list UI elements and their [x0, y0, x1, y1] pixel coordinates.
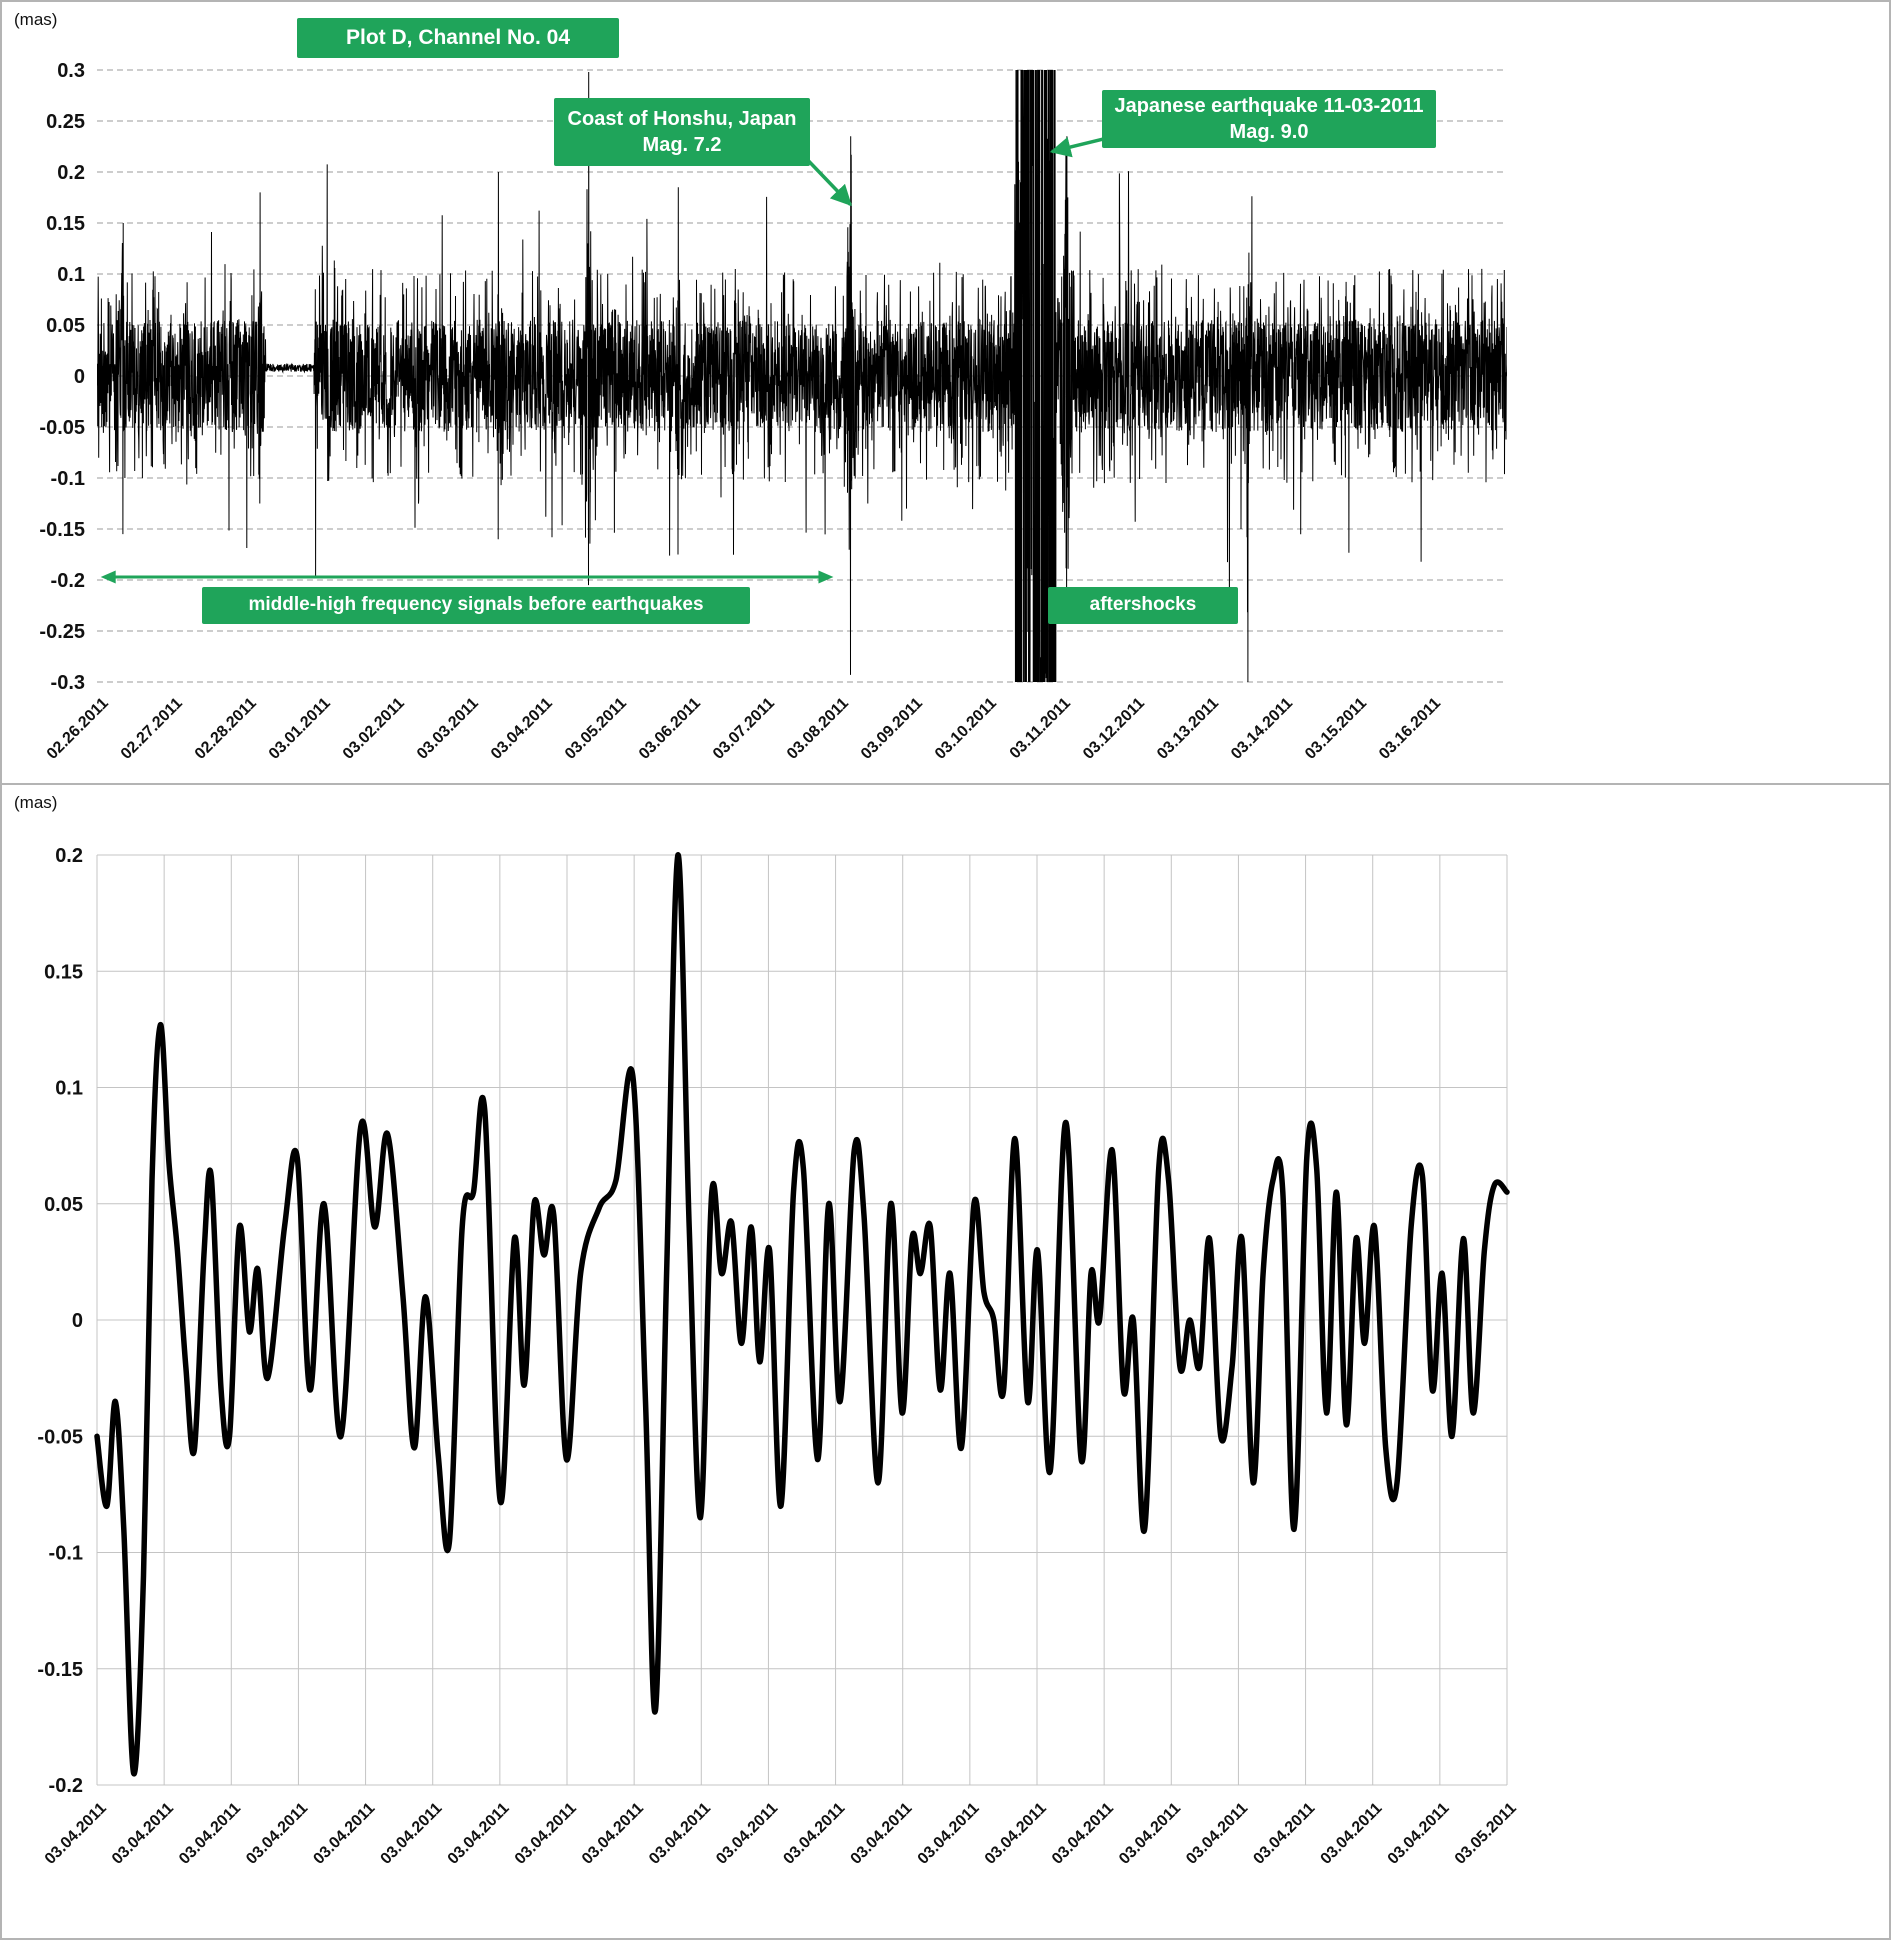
x-tick-label: 03.04.2011 — [579, 1800, 647, 1868]
japan-annotation-line1: Japanese earthquake 11-03-2011 — [1114, 95, 1424, 117]
y-tick-label: 0.2 — [55, 845, 83, 867]
x-tick-label: 03.03.2011 — [414, 695, 482, 763]
low-frequency-chart: 0.2 0.15 0.1 0.05 0 -0.05 -0.1 -0.15 -0.2 03.04.2… — [37, 845, 1520, 1868]
span-arrowhead-left — [100, 570, 116, 584]
y-tick-label: -0.2 — [49, 1775, 83, 1797]
high-frequency-chart: 0.3 0.25 0.2 0.15 0.1 0.05 0 -0.05 -0.1 -0.15 -0.2… — [39, 60, 1507, 763]
span-arrowhead-right — [818, 570, 834, 584]
y-tick-label: 0.2 — [57, 162, 85, 184]
y-tick-label: -0.3 — [51, 672, 85, 694]
bottom-gridlines — [96, 854, 1508, 1786]
top-x-tick-labels: 02.26.2011 02.27.2011 02.28.2011 03.01.2011… — [44, 695, 1444, 763]
x-tick-label: 03.04.2011 — [109, 1800, 177, 1868]
high-frequency-chart-panel: (mas) 0.3 0.25 0.2 0.15 0.1 0.05 0 -0.05 -0.1 -0.… — [2, 2, 1889, 785]
aftershocks-label: aftershocks — [1048, 587, 1238, 624]
x-tick-label: 03.07.2011 — [710, 695, 778, 763]
x-tick-label: 03.04.2011 — [488, 695, 556, 763]
y-tick-label: 0 — [74, 366, 85, 388]
low-frequency-waveform — [94, 852, 1510, 1777]
x-tick-label: 03.04.2011 — [848, 1800, 916, 1868]
top-axis-unit-label: (mas) — [14, 10, 58, 29]
y-tick-label: -0.2 — [51, 570, 85, 592]
x-tick-label: 03.04.2011 — [378, 1800, 446, 1868]
x-tick-label: 03.08.2011 — [784, 695, 852, 763]
aftershocks-text: aftershocks — [1089, 594, 1197, 616]
japan-earthquake-annotation: Japanese earthquake 11-03-2011 Mag. 9.0 — [1102, 90, 1436, 148]
y-tick-label: 0.15 — [46, 213, 85, 235]
y-tick-label: 0.05 — [46, 315, 85, 337]
x-tick-label: 03.04.2011 — [1250, 1800, 1318, 1868]
x-tick-label: 03.14.2011 — [1228, 695, 1296, 763]
x-tick-label: 03.04.2011 — [915, 1800, 983, 1868]
x-tick-label: 03.04.2011 — [42, 1800, 110, 1868]
x-tick-label: 03.04.2011 — [1385, 1800, 1453, 1868]
x-tick-label: 03.04.2011 — [243, 1800, 311, 1868]
x-tick-label: 03.04.2011 — [982, 1800, 1050, 1868]
y-tick-label: 0 — [72, 1310, 83, 1332]
x-tick-label: 03.04.2011 — [1183, 1800, 1251, 1868]
x-tick-label: 03.04.2011 — [1116, 1800, 1184, 1868]
x-tick-label: 03.04.2011 — [1049, 1800, 1117, 1868]
pre-earthquake-signals-label: middle-high frequency signals before ear… — [202, 587, 750, 624]
x-tick-label: 02.27.2011 — [118, 695, 186, 763]
y-tick-label: 0.1 — [55, 1078, 83, 1100]
x-tick-label: 03.05.2011 — [1452, 1800, 1520, 1868]
x-tick-label: 03.04.2011 — [512, 1800, 580, 1868]
x-tick-label: 03.02.2011 — [340, 695, 408, 763]
top-y-tick-labels: 0.3 0.25 0.2 0.15 0.1 0.05 0 -0.05 -0.1 -0.15 -0.2… — [39, 60, 85, 694]
x-tick-label: 03.04.2011 — [445, 1800, 513, 1868]
bottom-x-tick-labels: 03.04.2011 03.04.2011 03.04.2011 03.04.2011… — [42, 1800, 1520, 1868]
x-tick-label: 03.04.2011 — [1318, 1800, 1386, 1868]
y-tick-label: -0.1 — [51, 468, 85, 490]
x-tick-label: 03.04.2011 — [780, 1800, 848, 1868]
plot-title-text: Plot D, Channel No. 04 — [345, 26, 571, 50]
x-tick-label: 03.10.2011 — [932, 695, 1000, 763]
x-tick-label: 02.26.2011 — [44, 695, 112, 763]
x-tick-label: 03.11.2011 — [1007, 695, 1074, 762]
x-tick-label: 03.04.2011 — [713, 1800, 781, 1868]
pre-earthquake-signals-text: middle-high frequency signals before ear… — [248, 594, 704, 616]
y-tick-label: 0.25 — [46, 111, 85, 133]
bottom-y-tick-labels: 0.2 0.15 0.1 0.05 0 -0.05 -0.1 -0.15 -0.2 — [37, 845, 83, 1797]
y-tick-label: 0.1 — [57, 264, 85, 286]
x-tick-label: 03.16.2011 — [1376, 695, 1444, 763]
x-tick-label: 03.04.2011 — [310, 1800, 378, 1868]
y-tick-label: 0.3 — [57, 60, 85, 82]
y-tick-label: -0.1 — [49, 1543, 83, 1565]
y-tick-label: -0.15 — [37, 1659, 83, 1681]
x-tick-label: 03.12.2011 — [1080, 695, 1148, 763]
x-tick-label: 03.06.2011 — [636, 695, 704, 763]
x-tick-label: 03.09.2011 — [858, 695, 926, 763]
x-tick-label: 03.13.2011 — [1154, 695, 1222, 763]
y-tick-label: 0.05 — [44, 1194, 83, 1216]
x-tick-label: 03.01.2011 — [266, 695, 334, 763]
y-tick-label: -0.25 — [39, 621, 85, 643]
japan-annotation-line2: Mag. 9.0 — [1229, 121, 1309, 143]
y-tick-label: -0.05 — [37, 1426, 83, 1448]
honshu-earthquake-annotation: Coast of Honshu, Japan Mag. 7.2 — [554, 98, 810, 166]
y-tick-label: -0.15 — [39, 519, 85, 541]
y-tick-label: -0.05 — [39, 417, 85, 439]
honshu-pointer-arrow — [801, 153, 852, 207]
honshu-annotation-line2: Mag. 7.2 — [642, 134, 722, 156]
x-tick-label: 03.04.2011 — [176, 1800, 244, 1868]
bottom-axis-unit-label: (mas) — [14, 793, 58, 812]
y-tick-label: 0.15 — [44, 961, 83, 983]
x-tick-label: 03.04.2011 — [646, 1800, 714, 1868]
plot-title-badge: Plot D, Channel No. 04 — [297, 18, 619, 58]
seismic-waveform — [97, 70, 1507, 682]
x-tick-label: 03.05.2011 — [562, 695, 630, 763]
x-tick-label: 03.15.2011 — [1302, 695, 1370, 763]
x-tick-label: 02.28.2011 — [192, 695, 260, 763]
low-frequency-chart-panel: (mas) 0.2 0.15 0.1 0.05 0 -0.05 -0.1 -0.15 -0.2 0… — [2, 785, 1889, 1936]
honshu-annotation-line1: Coast of Honshu, Japan — [567, 108, 797, 130]
